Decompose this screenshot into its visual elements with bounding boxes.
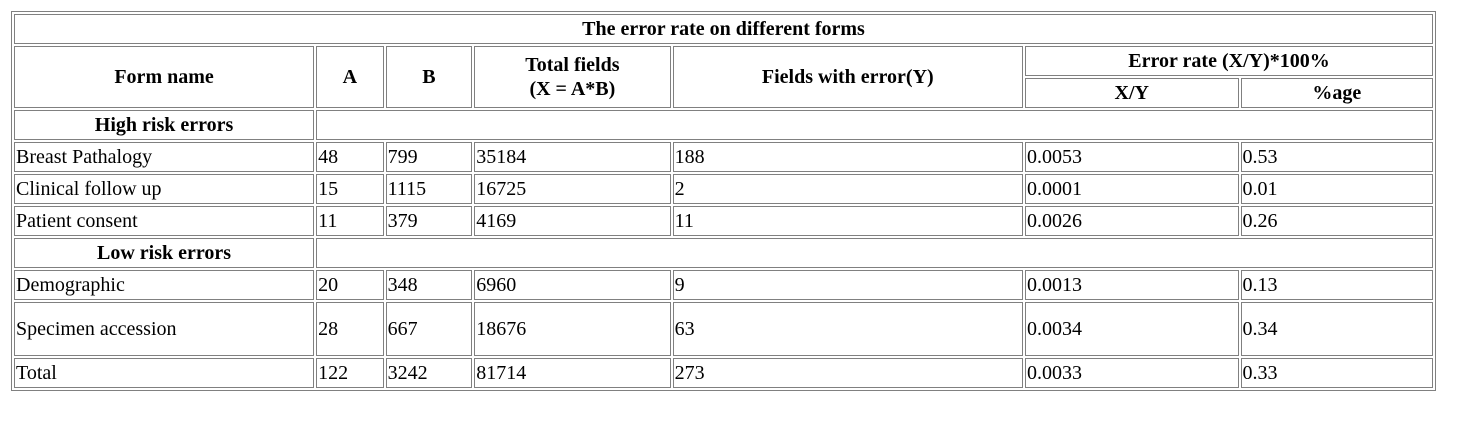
cell-a: 20 bbox=[316, 270, 384, 300]
header-a: A bbox=[316, 46, 384, 108]
cell-b: 348 bbox=[385, 270, 473, 300]
table-row: Clinical follow up 15 1115 16725 2 0.000… bbox=[14, 174, 1433, 204]
cell-percentage: 0.01 bbox=[1240, 174, 1433, 204]
table-container: The error rate on different forms Form n… bbox=[11, 11, 1436, 391]
cell-xy: 0.0013 bbox=[1025, 270, 1239, 300]
cell-total-fields: 18676 bbox=[474, 302, 671, 356]
cell-a: 122 bbox=[316, 358, 384, 388]
cell-fields-with-error: 188 bbox=[672, 142, 1024, 172]
section-blank bbox=[316, 238, 1433, 268]
table-row: Breast Pathalogy 48 799 35184 188 0.0053… bbox=[14, 142, 1433, 172]
header-form-name: Form name bbox=[14, 46, 315, 108]
cell-total-fields: 16725 bbox=[474, 174, 671, 204]
title-row: The error rate on different forms bbox=[14, 14, 1433, 44]
header-b: B bbox=[385, 46, 473, 108]
cell-percentage: 0.34 bbox=[1240, 302, 1433, 356]
cell-form-name: Patient consent bbox=[14, 206, 315, 236]
cell-xy: 0.0001 bbox=[1025, 174, 1239, 204]
section-blank bbox=[316, 110, 1433, 140]
cell-percentage: 0.53 bbox=[1240, 142, 1433, 172]
cell-fields-with-error: 63 bbox=[672, 302, 1024, 356]
table-row: Patient consent 11 379 4169 11 0.0026 0.… bbox=[14, 206, 1433, 236]
cell-percentage: 0.26 bbox=[1240, 206, 1433, 236]
header-total-fields-line2: (X = A*B) bbox=[529, 78, 616, 100]
cell-b: 1115 bbox=[385, 174, 473, 204]
cell-a: 11 bbox=[316, 206, 384, 236]
cell-b: 799 bbox=[385, 142, 473, 172]
header-xy: X/Y bbox=[1025, 78, 1239, 108]
cell-fields-with-error: 9 bbox=[672, 270, 1024, 300]
error-rate-table: The error rate on different forms Form n… bbox=[11, 11, 1436, 391]
header-total-fields: Total fields (X = A*B) bbox=[474, 46, 671, 108]
cell-percentage: 0.33 bbox=[1240, 358, 1433, 388]
cell-form-name: Specimen accession bbox=[14, 302, 315, 356]
header-total-fields-line1: Total fields bbox=[525, 54, 620, 76]
cell-form-name: Clinical follow up bbox=[14, 174, 315, 204]
cell-total-fields: 6960 bbox=[474, 270, 671, 300]
section-label: Low risk errors bbox=[14, 238, 315, 268]
subheader-row: X/Y %age bbox=[14, 78, 1433, 108]
cell-xy: 0.0034 bbox=[1025, 302, 1239, 356]
table-row: Specimen accession 28 667 18676 63 0.003… bbox=[14, 302, 1433, 356]
header-fields-with-error: Fields with error(Y) bbox=[672, 46, 1024, 108]
cell-total-fields: 81714 bbox=[474, 358, 671, 388]
header-row: Form name A B Total fields (X = A*B) Fie… bbox=[14, 46, 1433, 108]
cell-form-name: Total bbox=[14, 358, 315, 388]
table-row: Demographic 20 348 6960 9 0.0013 0.13 bbox=[14, 270, 1433, 300]
table-title: The error rate on different forms bbox=[14, 14, 1433, 44]
cell-xy: 0.0033 bbox=[1025, 358, 1239, 388]
cell-xy: 0.0053 bbox=[1025, 142, 1239, 172]
cell-percentage: 0.13 bbox=[1240, 270, 1433, 300]
cell-b: 3242 bbox=[385, 358, 473, 388]
header-percentage: %age bbox=[1240, 78, 1433, 108]
cell-xy: 0.0026 bbox=[1025, 206, 1239, 236]
section-row: Low risk errors bbox=[14, 238, 1433, 268]
cell-a: 48 bbox=[316, 142, 384, 172]
header-error-rate: Error rate (X/Y)*100% bbox=[1025, 46, 1433, 76]
cell-a: 15 bbox=[316, 174, 384, 204]
section-row: High risk errors bbox=[14, 110, 1433, 140]
section-label: High risk errors bbox=[14, 110, 315, 140]
cell-fields-with-error: 11 bbox=[672, 206, 1024, 236]
cell-total-fields: 4169 bbox=[474, 206, 671, 236]
cell-total-fields: 35184 bbox=[474, 142, 671, 172]
cell-form-name: Breast Pathalogy bbox=[14, 142, 315, 172]
cell-a: 28 bbox=[316, 302, 384, 356]
total-row: Total 122 3242 81714 273 0.0033 0.33 bbox=[14, 358, 1433, 388]
cell-fields-with-error: 273 bbox=[672, 358, 1024, 388]
cell-b: 667 bbox=[385, 302, 473, 356]
cell-b: 379 bbox=[385, 206, 473, 236]
cell-form-name: Demographic bbox=[14, 270, 315, 300]
cell-fields-with-error: 2 bbox=[672, 174, 1024, 204]
